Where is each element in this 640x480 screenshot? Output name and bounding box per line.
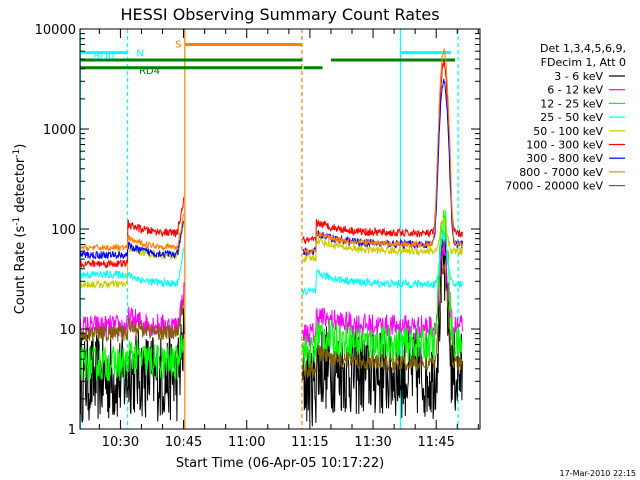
legend-entry-label: 100 - 300 keV [526, 139, 603, 152]
x-tick-label: 11:30 [354, 435, 391, 450]
x-tick-label: 10:45 [165, 435, 202, 450]
x-axis-label: Start Time (06-Apr-05 10:17:22) [176, 456, 384, 471]
legend-entry-label: 6 - 12 keV [547, 84, 603, 97]
legend-entry-label: 25 - 50 keV [540, 111, 603, 124]
legend-entry-label: 12 - 25 keV [540, 97, 603, 110]
series-line-before-saa [79, 196, 185, 269]
series-line-after-saa [302, 263, 463, 378]
series-line-after-saa [302, 230, 463, 427]
legend-header: Det 1,3,4,5,6,9, [540, 42, 626, 55]
legend-entry-label: 50 - 100 keV [533, 125, 603, 138]
series-line-after-saa [302, 47, 463, 256]
chart-title: HESSI Observing Summary Count Rates [120, 5, 439, 24]
plot-area: RD0 N S RD4 [79, 29, 463, 429]
series-line-before-saa [79, 246, 185, 288]
y-tick-label: 1000 [43, 123, 76, 138]
series-line-before-saa [80, 299, 185, 342]
y-axis: 1 10 100 1000 10000 [35, 23, 480, 438]
series-line-after-saa [302, 209, 463, 370]
series-line-after-saa [302, 232, 463, 296]
flag-label: RD0 [93, 51, 114, 62]
legend-entry-label: 7000 - 20000 keV [505, 180, 603, 193]
flag-label: RD4 [139, 66, 160, 77]
legend-entry-label: 300 - 800 keV [526, 152, 603, 165]
y-tick-label: 100 [51, 223, 76, 238]
y-tick-label: 10 [59, 323, 76, 338]
legend: Det 1,3,4,5,6,9,FDecim 1, Att 03 - 6 keV… [505, 42, 626, 193]
plot-timestamp: 17-Mar-2010 22:15 [560, 469, 637, 478]
flag-label: S [175, 39, 181, 50]
flag-label: N [136, 49, 143, 60]
y-tick-label: 1 [68, 423, 76, 438]
series-line-before-saa [79, 213, 185, 252]
x-tick-label: 11:45 [417, 435, 454, 450]
legend-entry-label: 800 - 7000 keV [519, 166, 603, 179]
x-tick-label: 11:00 [228, 435, 265, 450]
legend-entry-label: 3 - 6 keV [554, 70, 603, 83]
x-tick-label: 11:15 [291, 435, 328, 450]
series-line-after-saa [302, 217, 463, 263]
series-line-before-saa [79, 334, 185, 383]
y-axis-label: Count Rate (s-1 detector-1) [12, 144, 28, 315]
x-axis: 10:30 10:45 11:00 11:15 11:30 11:45 [98, 29, 479, 450]
y-tick-label: 10000 [35, 23, 76, 38]
legend-header: FDecim 1, Att 0 [541, 56, 626, 69]
series-line-before-saa [79, 282, 185, 339]
series-line-before-saa [79, 220, 185, 260]
x-tick-label: 10:30 [102, 435, 139, 450]
